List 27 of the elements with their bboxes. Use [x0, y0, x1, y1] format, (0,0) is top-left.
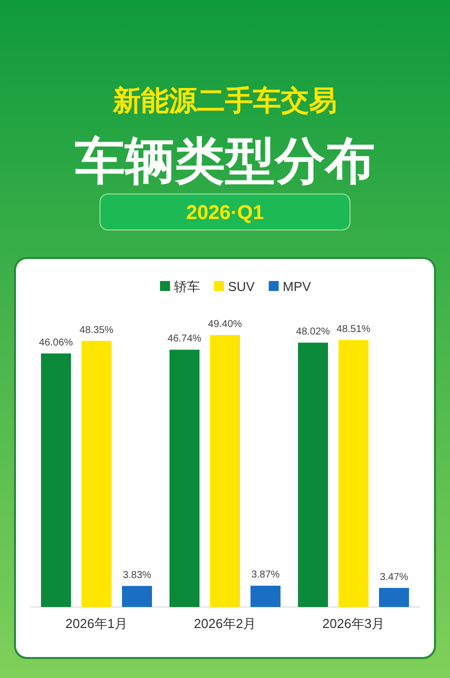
data-label: 48.35%	[80, 324, 114, 336]
legend-label: SUV	[228, 279, 256, 294]
data-label: 48.51%	[336, 324, 371, 335]
legend-label: 轿车	[174, 279, 200, 294]
data-label: 46.06%	[39, 337, 74, 348]
bar	[170, 350, 200, 607]
bar	[250, 586, 280, 607]
chart-title: 新能源二手车交易	[112, 85, 337, 116]
data-label: 49.40%	[208, 319, 242, 330]
text: 2026·Q1	[186, 202, 264, 224]
bar	[41, 353, 71, 607]
bar	[122, 586, 152, 607]
legend-label: MPV	[282, 279, 312, 294]
bar	[379, 588, 409, 607]
data-label: 3.83%	[122, 570, 152, 581]
data-label: 3.47%	[380, 572, 408, 583]
x-tick-label: 2026年3月	[322, 616, 385, 631]
data-label: 48.02%	[296, 326, 330, 338]
x-tick-label: 2026年1月	[65, 616, 128, 631]
bar	[338, 340, 368, 607]
x-tick-label: 2026年2月	[194, 616, 256, 631]
bar	[298, 342, 328, 607]
chart-subtitle: 车辆类型分布	[74, 133, 375, 189]
data-label: 46.74%	[168, 334, 202, 345]
bar	[82, 340, 112, 607]
bar	[210, 335, 240, 607]
data-label: 3.87%	[251, 570, 280, 581]
